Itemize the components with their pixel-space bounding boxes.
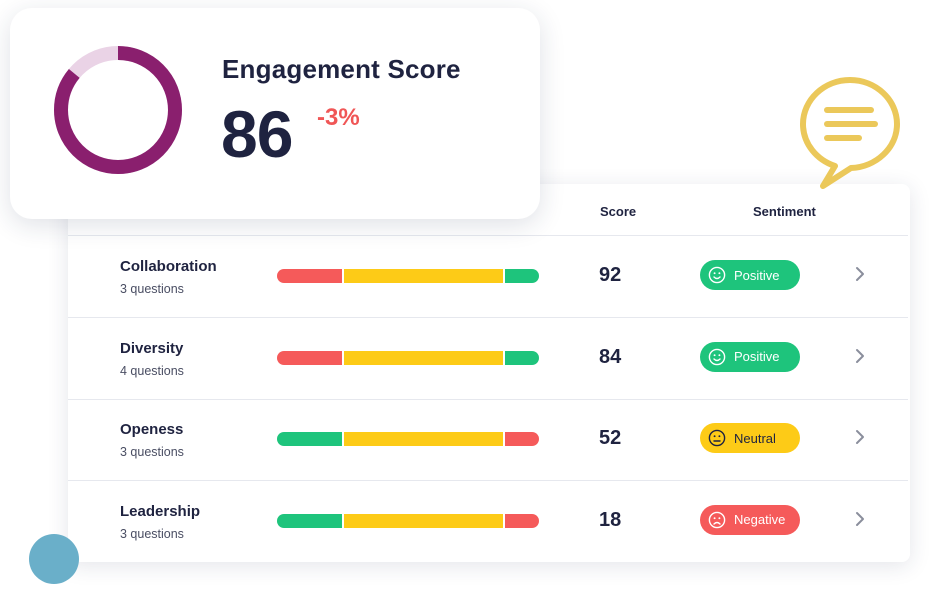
row-question-count: 3 questions [120, 282, 184, 296]
row-question-count: 4 questions [120, 363, 184, 378]
distribution-bar-segment [277, 513, 342, 528]
donut-score-arc [54, 46, 182, 174]
chevron-right-icon[interactable] [854, 511, 866, 527]
chat-bubble-icon [800, 77, 900, 189]
distribution-bar [277, 350, 539, 365]
table-row[interactable]: Leadership 3 questions 18 Negative [68, 481, 908, 562]
engagement-score-value: 86 [221, 97, 293, 171]
distribution-bar [277, 269, 539, 283]
table-row[interactable]: Collaboration 3 questions 92 Positive [68, 236, 908, 318]
smile-icon [708, 348, 726, 365]
decorative-dot [29, 534, 79, 584]
row-category-name: Diversity [120, 339, 184, 357]
engagement-score-card: Engagement Score 86 -3% [10, 8, 540, 219]
distribution-bar-segment [341, 350, 504, 365]
sentiment-badge: Positive [700, 341, 800, 372]
sentiment-label: Neutral [734, 430, 776, 446]
smile-icon [708, 266, 726, 284]
column-header-sentiment: Sentiment [753, 204, 816, 219]
sentiment-badge: Positive [700, 260, 800, 290]
distribution-bar [277, 432, 539, 446]
neutral-face-icon [708, 429, 726, 447]
sentiment-badge: Negative [700, 504, 800, 535]
distribution-bar-segment [503, 513, 539, 528]
distribution-bar-segment [277, 269, 342, 283]
sentiment-badge: Neutral [700, 423, 800, 453]
table-row[interactable]: Openess 3 questions 52 Neutral [68, 399, 908, 481]
row-question-count: 3 questions [120, 526, 184, 541]
row-score-value: 52 [599, 427, 622, 449]
distribution-bar-segment [277, 432, 342, 446]
engagement-donut-chart [54, 46, 182, 174]
sentiment-label: Positive [734, 267, 780, 283]
column-header-score: Score [600, 204, 637, 219]
distribution-bar-segment [277, 350, 342, 365]
engagement-table: Score Sentiment Collaboration 3 questions… [68, 184, 910, 562]
row-category-name: Collaboration [120, 258, 217, 275]
distribution-bar-segment [503, 350, 539, 365]
row-score-value: 84 [599, 345, 622, 368]
row-category-name: Openess [120, 421, 184, 438]
table-row[interactable]: Diversity 4 questions 84 Positive [68, 318, 908, 400]
engagement-score-change: -3% [317, 104, 360, 131]
row-question-count: 3 questions [120, 445, 184, 459]
row-score-value: 92 [599, 264, 622, 286]
sentiment-label: Positive [734, 349, 780, 364]
distribution-bar-segment [341, 513, 504, 528]
distribution-bar-segment [503, 269, 539, 283]
engagement-score-title: Engagement Score [222, 54, 461, 84]
distribution-bar-segment [341, 269, 504, 283]
distribution-bar-segment [341, 432, 504, 446]
distribution-bar-segment [503, 432, 539, 446]
row-score-value: 18 [599, 508, 622, 531]
sad-face-icon [708, 511, 726, 528]
row-category-name: Leadership [120, 502, 201, 520]
distribution-bar [277, 513, 539, 528]
sentiment-label: Negative [734, 512, 786, 527]
chevron-right-icon[interactable] [854, 348, 866, 364]
header-divider [68, 235, 908, 236]
chevron-right-icon[interactable] [854, 429, 866, 445]
chevron-right-icon[interactable] [854, 266, 866, 282]
